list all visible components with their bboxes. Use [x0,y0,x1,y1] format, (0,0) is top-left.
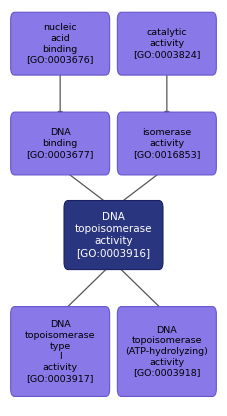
Text: DNA
topoisomerase
(ATP-hydrolyzing)
activity
[GO:0003918]: DNA topoisomerase (ATP-hydrolyzing) acti… [125,325,208,378]
Text: nucleic
acid
binding
[GO:0003676]: nucleic acid binding [GO:0003676] [26,23,94,64]
Text: DNA
topoisomerase
activity
[GO:0003916]: DNA topoisomerase activity [GO:0003916] [75,212,152,258]
FancyBboxPatch shape [11,112,110,175]
Text: DNA
binding
[GO:0003677]: DNA binding [GO:0003677] [26,128,94,159]
FancyBboxPatch shape [117,12,216,75]
FancyBboxPatch shape [11,12,110,75]
FancyBboxPatch shape [117,307,216,396]
FancyBboxPatch shape [117,112,216,175]
Text: DNA
topoisomerase
type
I
activity
[GO:0003917]: DNA topoisomerase type I activity [GO:00… [25,320,95,383]
Text: catalytic
activity
[GO:0003824]: catalytic activity [GO:0003824] [133,28,201,59]
FancyBboxPatch shape [64,201,163,270]
Text: isomerase
activity
[GO:0016853]: isomerase activity [GO:0016853] [133,128,201,159]
FancyBboxPatch shape [11,307,110,396]
